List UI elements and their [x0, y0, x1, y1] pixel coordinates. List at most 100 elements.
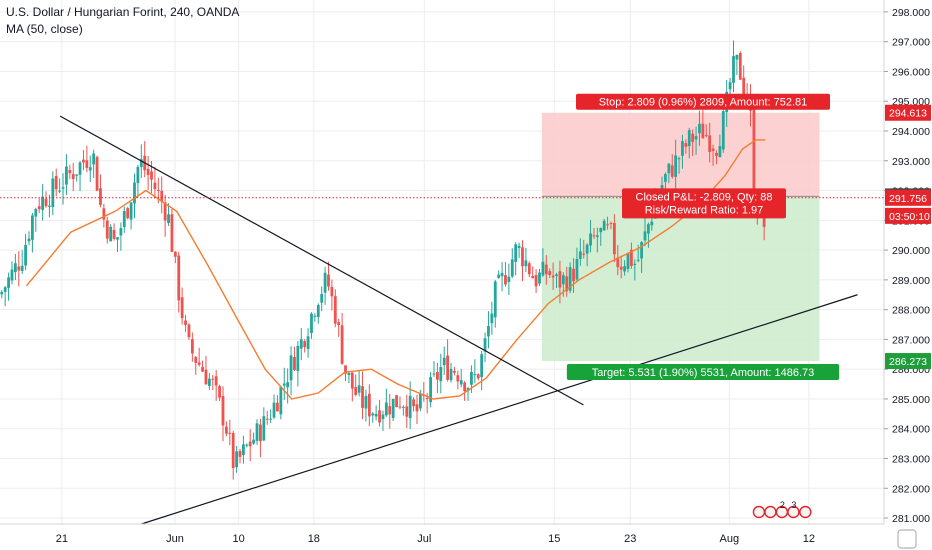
settings-icon[interactable] [897, 529, 917, 549]
candle-body[interactable] [691, 133, 695, 142]
candle-body[interactable] [173, 251, 177, 257]
candle-body[interactable] [17, 266, 21, 271]
candle-body[interactable] [306, 336, 310, 349]
candle-body[interactable] [71, 174, 75, 180]
candle-body[interactable] [293, 356, 296, 370]
candle-body[interactable] [299, 339, 303, 349]
candle-body[interactable] [350, 372, 354, 389]
candle-body[interactable] [544, 264, 548, 275]
candle-body[interactable] [252, 439, 256, 444]
event-marker-icon[interactable] [787, 505, 800, 519]
candle-body[interactable] [405, 406, 409, 417]
candle-body[interactable] [289, 355, 293, 381]
candle-body[interactable] [432, 373, 436, 375]
candle-body[interactable] [296, 345, 300, 371]
candle-body[interactable] [330, 287, 334, 297]
candle-body[interactable] [242, 444, 245, 456]
candle-body[interactable] [609, 223, 613, 225]
candle-body[interactable] [453, 370, 456, 373]
candle-body[interactable] [112, 229, 116, 239]
candle-body[interactable] [238, 450, 242, 457]
candle-body[interactable] [681, 141, 684, 156]
candle-body[interactable] [470, 372, 473, 385]
candle-body[interactable] [3, 287, 7, 292]
candle-body[interactable] [37, 206, 41, 210]
candle-body[interactable] [282, 383, 286, 386]
candle-body[interactable] [425, 397, 429, 399]
candle-body[interactable] [54, 176, 58, 190]
candle-body[interactable] [269, 418, 273, 420]
candle-body[interactable] [265, 418, 269, 420]
candle-body[interactable] [449, 369, 453, 381]
candle-body[interactable] [555, 274, 558, 277]
candle-body[interactable] [487, 325, 490, 337]
candle-body[interactable] [612, 223, 616, 255]
candle-body[interactable] [65, 166, 68, 185]
candle-body[interactable] [538, 272, 541, 284]
candle-body[interactable] [732, 56, 735, 83]
candle-body[interactable] [279, 386, 283, 415]
descending-resistance-trendline[interactable] [59, 115, 584, 406]
candle-body[interactable] [436, 372, 439, 380]
candle-body[interactable] [708, 135, 712, 153]
candle-body[interactable] [578, 251, 582, 259]
candle-body[interactable] [616, 257, 620, 268]
candle-body[interactable] [51, 178, 55, 208]
candle-body[interactable] [718, 146, 722, 158]
candle-body[interactable] [524, 260, 528, 267]
candle-body[interactable] [313, 315, 317, 317]
candle-body[interactable] [150, 171, 153, 180]
candle-body[interactable] [565, 276, 569, 292]
ma-indicator-label[interactable]: MA (50, close) [6, 22, 83, 36]
event-marker-icon[interactable] [764, 505, 777, 519]
candle-body[interactable] [235, 451, 239, 468]
candle-body[interactable] [344, 365, 347, 374]
candle-body[interactable] [589, 233, 592, 246]
candle-body[interactable] [715, 152, 718, 156]
candle-body[interactable] [490, 313, 494, 324]
candle-body[interactable] [500, 272, 504, 277]
candle-body[interactable] [568, 267, 572, 291]
candle-body[interactable] [153, 182, 157, 190]
candle-body[interactable] [228, 432, 232, 434]
candle-body[interactable] [139, 159, 143, 167]
candle-body[interactable] [214, 376, 218, 386]
candle-body[interactable] [694, 136, 698, 140]
candle-body[interactable] [514, 244, 518, 262]
candle-body[interactable] [446, 355, 450, 380]
candle-body[interactable] [388, 406, 392, 415]
candle-body[interactable] [82, 159, 85, 163]
candle-body[interactable] [184, 320, 187, 326]
candle-body[interactable] [647, 224, 650, 234]
candle-body[interactable] [527, 263, 531, 275]
candle-body[interactable] [585, 244, 589, 254]
candle-body[interactable] [354, 387, 358, 395]
candle-body[interactable] [105, 220, 109, 239]
candle-body[interactable] [551, 275, 555, 278]
candle-body[interactable] [572, 268, 575, 282]
candle-body[interactable] [10, 269, 14, 281]
candle-body[interactable] [561, 275, 565, 285]
candle-body[interactable] [439, 366, 443, 382]
candle-body[interactable] [521, 247, 524, 267]
candle-body[interactable] [231, 432, 235, 469]
candle-body[interactable] [221, 395, 225, 426]
candle-body[interactable] [340, 325, 344, 364]
candle-body[interactable] [391, 398, 395, 419]
candle-body[interactable] [262, 416, 266, 441]
candle-body[interactable] [85, 160, 89, 168]
candle-body[interactable] [401, 406, 405, 408]
candle-body[interactable] [480, 354, 484, 378]
candle-body[interactable] [374, 413, 378, 417]
candle-body[interactable] [245, 444, 249, 446]
candle-body[interactable] [13, 263, 17, 273]
candle-body[interactable] [674, 155, 678, 177]
candle-body[interactable] [459, 380, 463, 385]
candle-body[interactable] [61, 187, 65, 189]
candle-body[interactable] [541, 261, 545, 276]
event-marker-icon[interactable] [799, 505, 812, 519]
candle-body[interactable] [207, 378, 211, 386]
candle-body[interactable] [116, 237, 119, 240]
candle-body[interactable] [272, 402, 276, 418]
